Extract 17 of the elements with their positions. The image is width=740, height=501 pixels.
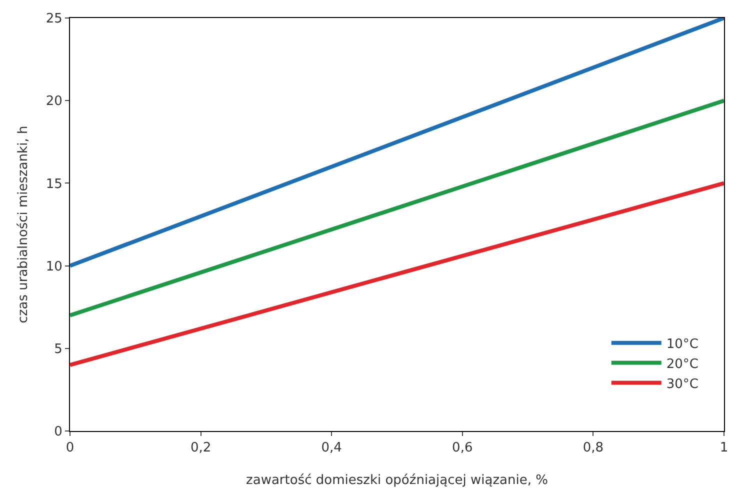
y-tick-label: 10 <box>46 259 62 274</box>
x-tick-label: 0,4 <box>321 440 342 456</box>
x-tick-label: 1 <box>720 440 728 456</box>
x-axis-title: zawartość domieszki opóźniającej wiązanie, % <box>246 473 548 488</box>
legend-label: 30°C <box>666 376 699 392</box>
legend-label: 20°C <box>666 356 699 372</box>
y-tick-label: 15 <box>46 176 62 192</box>
x-tick-label: 0,2 <box>190 440 212 456</box>
x-tick-label: 0 <box>66 440 74 456</box>
x-tick-label: 0,6 <box>452 440 473 456</box>
y-axis-title: czas urabialności mieszanki, h <box>16 126 31 324</box>
y-tick-label: 20 <box>46 94 62 110</box>
legend-label: 10°C <box>666 336 699 352</box>
x-tick-label: 0,8 <box>582 440 604 456</box>
y-tick-label: 0 <box>54 424 62 440</box>
y-tick-label: 25 <box>46 12 62 27</box>
y-tick-label: 5 <box>54 342 62 357</box>
